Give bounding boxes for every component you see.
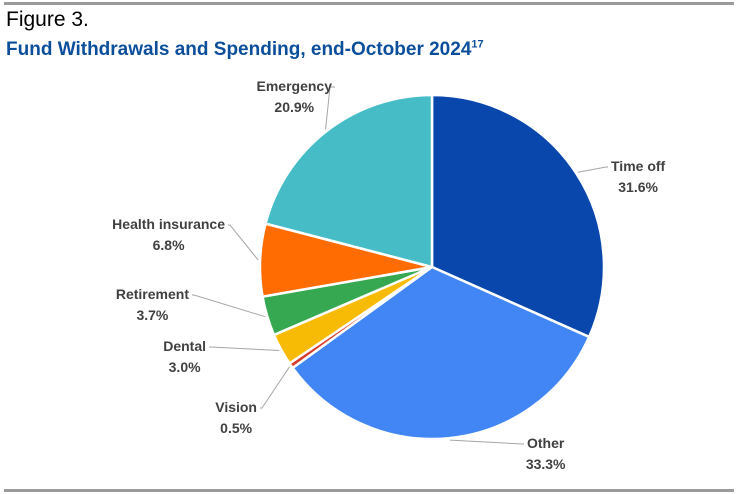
data-value-dental: 3.0% — [169, 359, 201, 375]
data-label-dental: Dental — [163, 338, 206, 354]
data-label-retirement: Retirement — [116, 286, 189, 302]
data-label-time-off: Time off — [611, 158, 666, 174]
leader-line-time-off — [577, 166, 608, 173]
data-value-retirement: 3.7% — [136, 307, 168, 323]
leader-line-retirement — [192, 294, 266, 318]
bottom-rule — [4, 489, 734, 492]
data-label-health-insurance: Health insurance — [112, 216, 225, 232]
chart-title-text: Fund Withdrawals and Spending, end-Octob… — [6, 39, 472, 60]
leader-line-health-insurance — [228, 224, 259, 261]
data-label-other: Other — [527, 435, 565, 451]
data-value-emergency: 20.9% — [274, 99, 314, 115]
data-value-time-off: 31.6% — [618, 179, 658, 195]
data-value-health-insurance: 6.8% — [153, 237, 185, 253]
chart-title: Fund Withdrawals and Spending, end-Octob… — [6, 39, 484, 61]
leader-line-dental — [209, 346, 280, 351]
data-value-vision: 0.5% — [220, 420, 252, 436]
pie-slice-time-off — [430, 93, 606, 339]
pie-slice-other — [291, 265, 591, 441]
data-label-vision: Vision — [215, 399, 257, 415]
figure-label: Figure 3. — [6, 8, 89, 31]
footnote-ref: 17 — [471, 38, 484, 51]
leader-line-other — [449, 439, 524, 445]
pie-slice-emergency — [264, 93, 434, 269]
leader-line-vision — [260, 366, 290, 409]
leader-line-emergency — [325, 86, 335, 130]
data-value-other: 33.3% — [526, 456, 566, 472]
data-label-emergency: Emergency — [257, 78, 333, 94]
top-rule — [4, 2, 734, 5]
